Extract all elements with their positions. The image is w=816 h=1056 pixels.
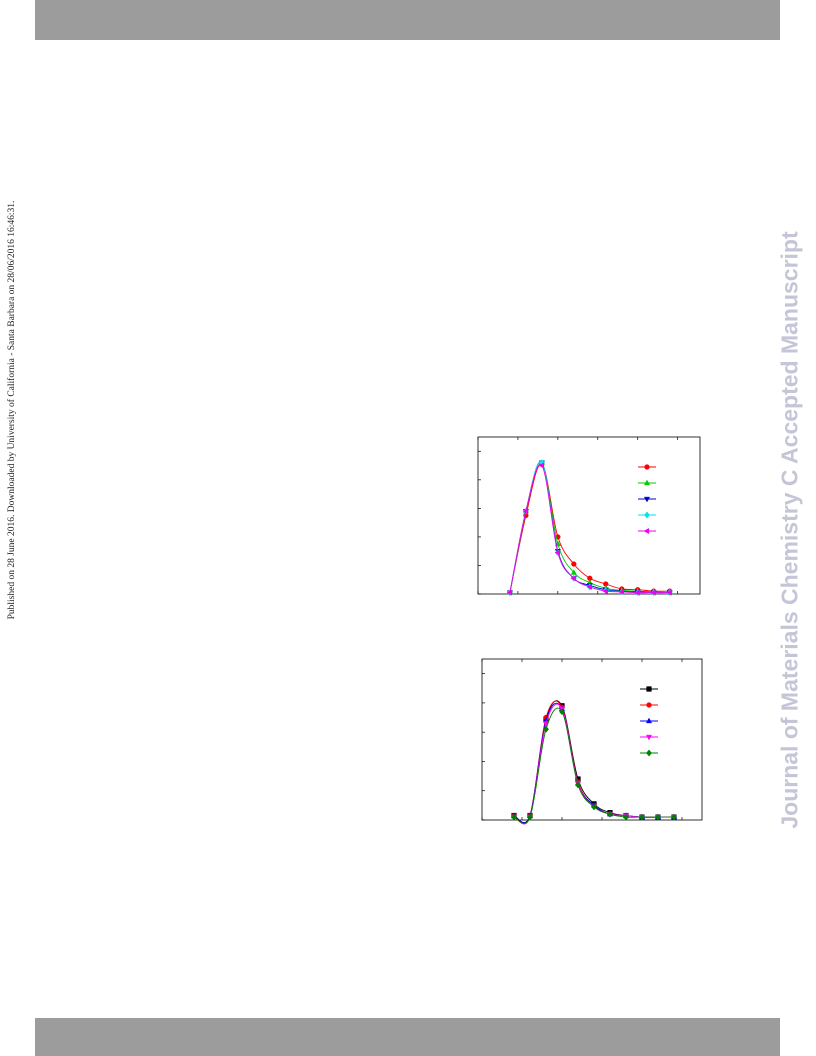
legend-marker xyxy=(645,717,653,724)
marker xyxy=(650,589,656,596)
marker xyxy=(571,561,577,567)
legend-marker xyxy=(644,511,650,519)
marker xyxy=(554,549,561,556)
marker xyxy=(559,708,565,716)
marker xyxy=(607,810,613,818)
marker xyxy=(522,508,529,515)
marker xyxy=(527,813,533,821)
legend-marker xyxy=(643,479,651,486)
plot-frame xyxy=(481,658,703,821)
footer-bar xyxy=(35,1018,780,1056)
marker xyxy=(655,813,661,821)
plot-frame xyxy=(477,436,701,595)
header-bar xyxy=(35,0,780,40)
marker xyxy=(671,813,677,821)
marker xyxy=(591,803,597,811)
legend-marker xyxy=(646,749,652,757)
watermark: Journal of Materials Chemistry C Accepte… xyxy=(776,231,803,829)
legend-marker xyxy=(644,464,650,470)
legend-marker xyxy=(643,527,650,535)
marker xyxy=(543,725,549,733)
legend-marker xyxy=(646,686,652,692)
marker xyxy=(623,813,629,821)
marker xyxy=(570,569,577,575)
marker xyxy=(602,588,608,595)
marker xyxy=(666,589,672,596)
marker xyxy=(634,589,640,596)
chart xyxy=(481,658,703,825)
legend-marker xyxy=(646,702,652,708)
marker xyxy=(586,583,592,590)
marker xyxy=(511,813,517,821)
side-note: Published on 28 June 2016. Downloaded by… xyxy=(7,200,17,620)
marker xyxy=(618,588,624,595)
marker xyxy=(575,781,581,789)
marker xyxy=(538,462,545,469)
marker xyxy=(570,575,576,582)
legend-marker xyxy=(645,734,653,741)
marker xyxy=(506,589,513,596)
marker xyxy=(639,813,645,821)
chart xyxy=(477,436,701,597)
legend-marker xyxy=(643,496,651,503)
